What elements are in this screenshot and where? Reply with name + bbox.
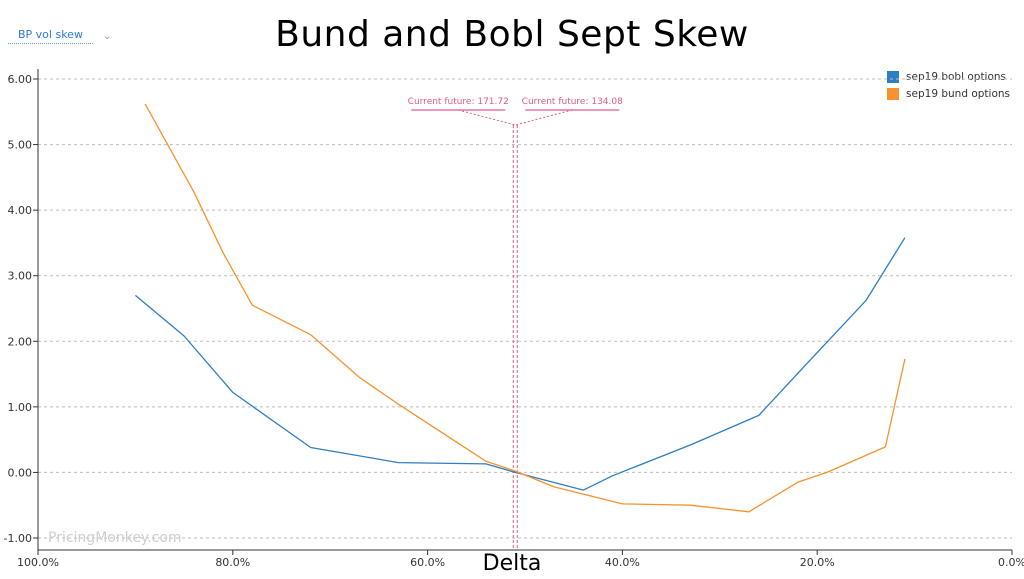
annotation-leader-bund	[515, 109, 573, 126]
legend-swatch-bund	[887, 87, 900, 100]
x-axis-title: Delta	[482, 551, 542, 576]
x-tick-label: 20.0%	[800, 556, 835, 569]
y-tick-label: 1.00	[8, 401, 33, 414]
series-line-bobl[interactable]	[134, 237, 906, 491]
y-tick-label: 4.00	[8, 204, 33, 217]
legend-label-bund: sep19 bund options	[906, 87, 1010, 100]
x-tick-label: 80.0%	[215, 556, 250, 569]
y-tick-label: -1.00	[4, 532, 32, 545]
x-tick-label: 0.0%	[998, 556, 1024, 569]
x-tick-label: 60.0%	[410, 556, 445, 569]
y-tick-label: 6.00	[8, 73, 33, 86]
series-line-bund[interactable]	[144, 103, 906, 513]
annotation-label-bund: Current future: 134.08	[522, 97, 623, 107]
chart-selector-dropdown[interactable]: BP vol skew ⌄	[8, 28, 111, 44]
x-tick-label: 40.0%	[605, 556, 640, 569]
y-tick-label: 2.00	[8, 335, 33, 348]
x-tick-label: 100.0%	[17, 556, 59, 569]
annotation-label-bobl: Current future: 171.72	[408, 97, 509, 107]
chart-title: Bund and Bobl Sept Skew	[275, 14, 749, 55]
chevron-down-icon: ⌄	[102, 30, 112, 42]
y-tick-label: 5.00	[8, 139, 33, 152]
y-tick-label: 0.00	[8, 466, 33, 479]
annotation-leader-bobl	[458, 109, 516, 126]
y-tick-label: 3.00	[8, 270, 33, 283]
watermark: PricingMonkey.com	[48, 530, 182, 546]
legend-item-bund[interactable]: sep19 bund options	[887, 85, 1010, 102]
chart-selector-label: BP vol skew	[8, 28, 93, 44]
